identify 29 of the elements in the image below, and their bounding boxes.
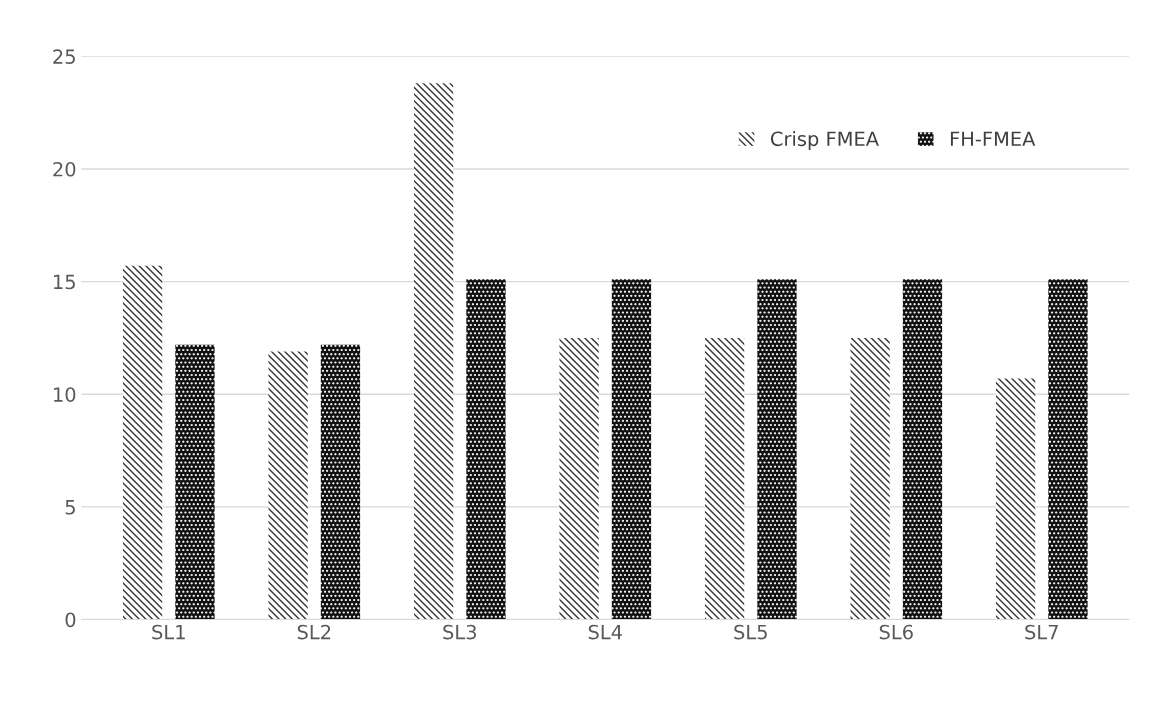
bar — [413, 83, 454, 620]
x-tick-label: SL1 — [152, 624, 185, 640]
bar — [704, 337, 745, 620]
x-tick-label: SL3 — [443, 624, 476, 640]
y-tick-label: 10 — [54, 387, 76, 402]
bar — [268, 351, 308, 620]
bar — [611, 279, 652, 620]
y-tick-label: 25 — [53, 49, 75, 64]
bar — [757, 279, 797, 620]
legend-label: Crisp FMEA — [770, 131, 879, 150]
y-tick-label: 5 — [65, 500, 75, 515]
bar — [850, 337, 890, 620]
x-tick-label: SL7 — [1025, 624, 1058, 640]
x-tick-label: SL4 — [588, 624, 622, 640]
bar — [995, 378, 1036, 620]
bar — [122, 265, 163, 620]
bar — [466, 279, 506, 620]
y-tick-label: 0 — [65, 612, 76, 628]
bar — [559, 337, 599, 620]
bar — [320, 344, 361, 620]
legend-label: FH-FMEA — [950, 131, 1036, 146]
x-tick-label: SL2 — [297, 624, 331, 640]
y-tick-label: 20 — [53, 161, 76, 177]
bar — [175, 344, 215, 620]
x-tick-label: SL6 — [879, 624, 913, 640]
x-tick-label: SL5 — [734, 624, 767, 640]
y-tick-label: 15 — [54, 274, 75, 290]
bar — [1048, 279, 1088, 620]
bar — [902, 279, 943, 620]
